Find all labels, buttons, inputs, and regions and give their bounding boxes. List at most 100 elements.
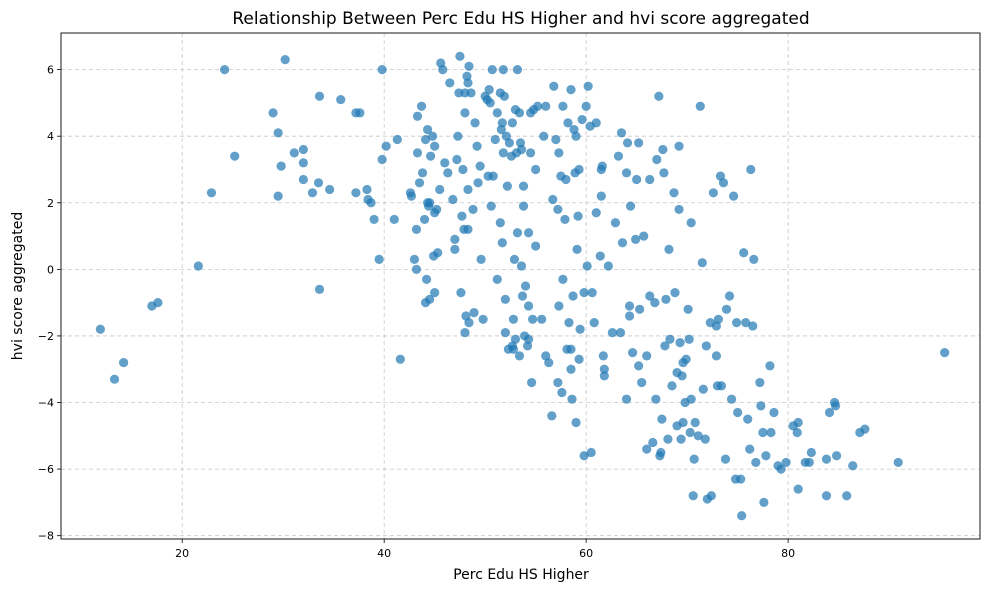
data-point bbox=[548, 194, 558, 205]
data-point bbox=[516, 144, 527, 155]
data-point bbox=[674, 204, 684, 215]
data-point bbox=[657, 414, 667, 424]
data-point bbox=[711, 351, 722, 361]
data-point bbox=[463, 78, 473, 88]
data-point bbox=[453, 131, 463, 141]
data-point bbox=[495, 218, 505, 228]
data-point bbox=[498, 148, 508, 158]
data-point bbox=[531, 241, 541, 251]
data-point bbox=[430, 141, 440, 151]
data-point bbox=[598, 351, 608, 361]
data-point bbox=[230, 151, 240, 161]
data-point bbox=[591, 208, 601, 218]
data-point bbox=[523, 228, 534, 238]
data-point bbox=[470, 118, 480, 128]
data-point bbox=[374, 254, 384, 264]
data-point bbox=[622, 138, 633, 148]
data-point bbox=[558, 274, 568, 284]
data-point bbox=[507, 118, 518, 128]
data-point bbox=[509, 254, 520, 264]
data-point bbox=[739, 248, 749, 258]
data-point bbox=[527, 377, 537, 388]
data-point bbox=[476, 254, 486, 264]
data-point bbox=[457, 211, 467, 221]
data-point bbox=[728, 191, 739, 201]
x-tick-label: 20 bbox=[175, 547, 189, 560]
data-point bbox=[425, 198, 435, 208]
data-point bbox=[392, 134, 402, 145]
data-point bbox=[307, 188, 318, 198]
data-point bbox=[599, 364, 609, 374]
data-point bbox=[389, 214, 399, 225]
data-point bbox=[119, 357, 129, 368]
data-point bbox=[455, 51, 465, 61]
plot-frame bbox=[60, 32, 981, 540]
data-point bbox=[568, 291, 578, 301]
data-point bbox=[661, 294, 671, 304]
data-point bbox=[571, 131, 581, 141]
data-point bbox=[508, 344, 519, 354]
data-point bbox=[697, 258, 707, 268]
data-point bbox=[577, 114, 587, 125]
data-point bbox=[420, 134, 431, 145]
data-point bbox=[377, 65, 387, 75]
data-point bbox=[566, 344, 576, 354]
data-point bbox=[571, 417, 581, 428]
data-point bbox=[650, 298, 660, 308]
data-point bbox=[765, 361, 775, 371]
y-tick-label: 2 bbox=[47, 197, 54, 210]
data-point bbox=[531, 164, 541, 175]
data-point bbox=[690, 417, 700, 428]
data-point bbox=[821, 491, 832, 501]
data-point bbox=[433, 248, 443, 258]
data-point bbox=[663, 434, 673, 444]
data-point bbox=[504, 138, 514, 148]
data-point bbox=[574, 164, 584, 175]
data-point bbox=[313, 178, 324, 188]
data-point bbox=[558, 101, 568, 111]
data-point bbox=[366, 198, 376, 208]
data-point bbox=[500, 294, 510, 304]
data-point bbox=[756, 401, 766, 411]
data-point bbox=[450, 244, 460, 254]
data-point bbox=[736, 474, 746, 484]
data-point bbox=[615, 328, 626, 338]
data-point bbox=[574, 354, 584, 364]
data-point bbox=[355, 108, 365, 118]
data-point bbox=[512, 228, 523, 238]
data-point bbox=[583, 81, 593, 91]
data-point bbox=[776, 464, 786, 474]
data-point bbox=[520, 281, 531, 291]
data-point bbox=[280, 55, 290, 65]
data-point bbox=[298, 144, 308, 155]
data-point bbox=[406, 191, 417, 201]
data-point bbox=[793, 417, 803, 428]
data-point bbox=[514, 351, 525, 361]
data-point bbox=[484, 84, 494, 95]
data-point bbox=[541, 101, 551, 111]
data-point bbox=[674, 141, 684, 151]
data-point bbox=[412, 111, 423, 121]
data-point bbox=[428, 131, 438, 141]
data-point bbox=[450, 234, 460, 244]
data-point bbox=[769, 407, 779, 418]
data-point bbox=[510, 334, 521, 344]
y-tick-label: −6 bbox=[38, 463, 54, 476]
data-point bbox=[599, 371, 609, 381]
data-point bbox=[591, 118, 601, 128]
data-point bbox=[824, 407, 835, 418]
y-tick-label: −8 bbox=[38, 530, 54, 543]
data-point bbox=[664, 244, 674, 254]
data-point bbox=[642, 444, 652, 454]
data-point bbox=[502, 181, 512, 191]
data-point bbox=[487, 65, 497, 75]
data-point bbox=[793, 484, 803, 494]
data-point bbox=[708, 188, 718, 198]
data-point bbox=[572, 244, 582, 254]
data-point bbox=[741, 318, 751, 328]
data-point bbox=[634, 138, 644, 148]
data-point bbox=[488, 171, 498, 181]
data-point bbox=[701, 341, 711, 351]
data-point bbox=[806, 447, 816, 458]
data-point bbox=[452, 154, 462, 165]
